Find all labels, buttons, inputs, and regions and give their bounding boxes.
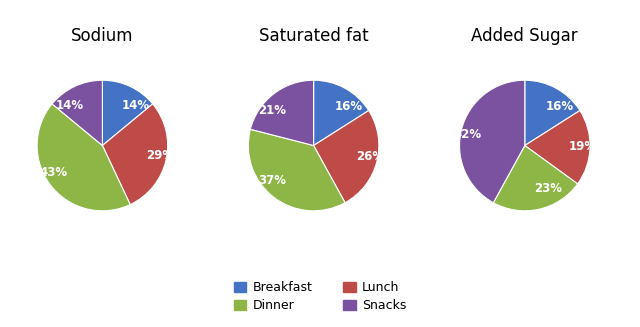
Wedge shape (248, 129, 345, 211)
Text: 29%: 29% (146, 149, 174, 162)
Text: 23%: 23% (534, 182, 563, 195)
Text: 21%: 21% (259, 104, 286, 117)
Text: 14%: 14% (122, 99, 149, 112)
Wedge shape (314, 111, 379, 203)
Text: 16%: 16% (335, 100, 363, 113)
Wedge shape (37, 104, 130, 211)
Legend: Breakfast, Dinner, Lunch, Snacks: Breakfast, Dinner, Lunch, Snacks (228, 277, 412, 318)
Wedge shape (52, 80, 102, 146)
Text: 42%: 42% (454, 128, 482, 141)
Title: Sodium: Sodium (71, 27, 134, 45)
Wedge shape (525, 80, 580, 146)
Wedge shape (460, 80, 525, 203)
Text: 19%: 19% (569, 140, 597, 153)
Wedge shape (525, 111, 590, 184)
Text: 26%: 26% (356, 150, 385, 163)
Wedge shape (102, 104, 168, 205)
Wedge shape (102, 80, 153, 146)
Wedge shape (493, 146, 578, 211)
Wedge shape (250, 80, 314, 146)
Title: Saturated fat: Saturated fat (259, 27, 369, 45)
Text: 43%: 43% (39, 166, 67, 179)
Text: 14%: 14% (56, 99, 83, 112)
Title: Added Sugar: Added Sugar (472, 27, 578, 45)
Text: 16%: 16% (546, 100, 574, 113)
Text: 37%: 37% (259, 174, 286, 187)
Wedge shape (314, 80, 369, 146)
